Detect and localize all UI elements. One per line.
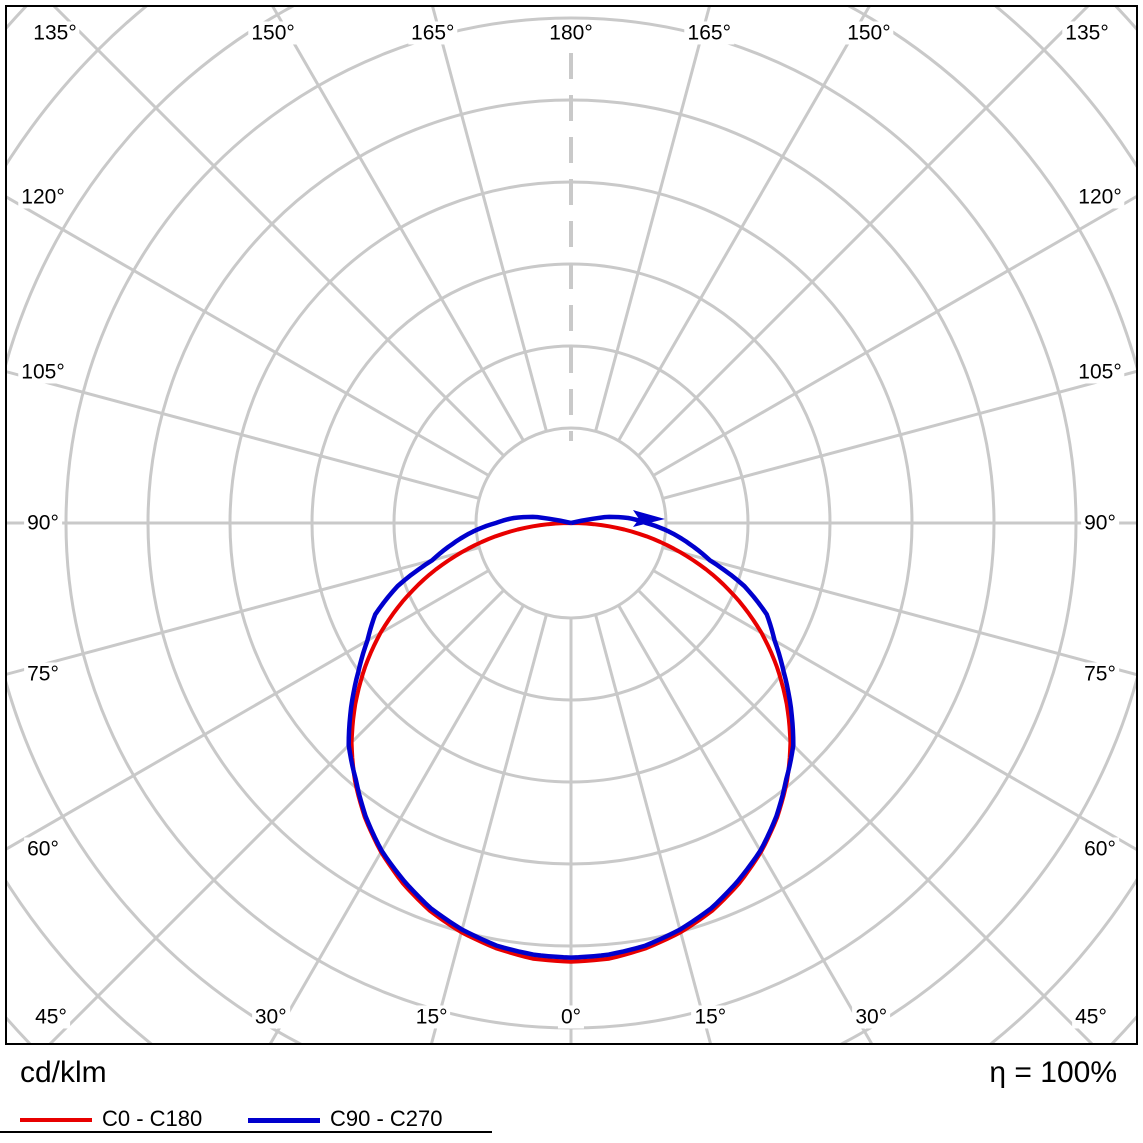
legend: C0 - C180 C90 - C270 xyxy=(0,1106,1143,1136)
polar-plot: 0° 15° 15° 30° 30° 45° 45° 60° 60° 75° 75° 90° 90° 10… xyxy=(5,5,1138,1045)
angle-label-135-left: 135° xyxy=(30,21,80,45)
legend-divider xyxy=(0,1131,492,1133)
legend-label-c90: C90 - C270 xyxy=(330,1106,443,1131)
angle-label-layer: 0° 15° 15° 30° 30° 45° 45° 60° 60° 75° 75° 90° 90° 10… xyxy=(7,7,1136,1043)
efficiency-label: η = 100% xyxy=(989,1056,1117,1089)
angle-label-90-left: 90° xyxy=(24,511,62,535)
angle-label-165-left: 165° xyxy=(408,21,458,45)
legend-swatch-c0 xyxy=(20,1118,92,1122)
angle-label-135-right: 135° xyxy=(1062,21,1112,45)
angle-label-15-right: 15° xyxy=(691,1005,730,1029)
angle-label-150-right: 150° xyxy=(844,21,894,45)
polar-chart-canvas xyxy=(7,7,1136,1043)
angle-label-30-left: 30° xyxy=(251,1005,290,1029)
angle-label-120-right: 120° xyxy=(1075,185,1125,209)
legend-label-c0: C0 - C180 xyxy=(102,1106,203,1131)
angle-label-30-right: 30° xyxy=(852,1005,891,1029)
angle-label-60-left: 60° xyxy=(24,837,62,861)
chart-footer: cd/klm η = 100% C0 - C180 C90 - C270 xyxy=(0,1048,1143,1143)
angle-label-45-right: 45° xyxy=(1072,1005,1110,1029)
angle-label-45-left: 45° xyxy=(32,1005,70,1029)
angle-label-105-left: 105° xyxy=(18,360,68,384)
angle-label-120-left: 120° xyxy=(18,185,68,209)
angle-label-165-right: 165° xyxy=(684,21,734,45)
units-label: cd/klm xyxy=(20,1056,107,1089)
angle-label-105-right: 105° xyxy=(1075,360,1125,384)
angle-label-180: 180° xyxy=(546,21,596,45)
angle-label-75-right: 75° xyxy=(1081,662,1119,686)
angle-label-0: 0° xyxy=(557,1005,585,1029)
angle-label-90-right: 90° xyxy=(1081,511,1119,535)
angle-label-150-left: 150° xyxy=(248,21,298,45)
curve-direction-arrow xyxy=(633,510,665,527)
angle-label-15-left: 15° xyxy=(412,1005,451,1029)
angle-label-60-right: 60° xyxy=(1081,837,1119,861)
angle-label-75-left: 75° xyxy=(24,662,62,686)
legend-swatch-c90 xyxy=(248,1118,320,1123)
